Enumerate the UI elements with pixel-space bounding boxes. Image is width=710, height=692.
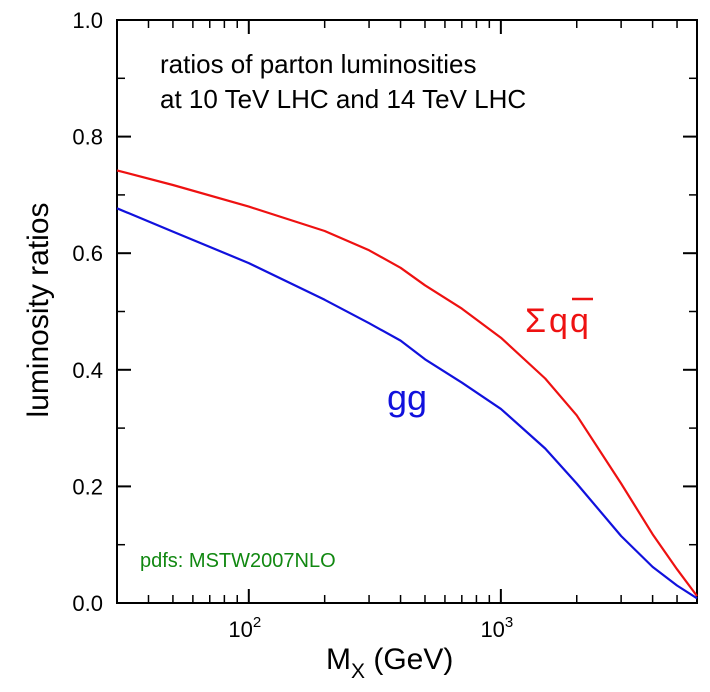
x-axis-label-unit: (GeV): [365, 643, 453, 676]
series-label-qqbar: Σ q q: [525, 297, 593, 340]
y-axis-label: luminosity ratios: [22, 202, 55, 417]
series-line-gg: [116, 207, 698, 600]
y-tick-label: 0.6: [72, 241, 103, 266]
series-label-sigma: Σ: [525, 302, 546, 340]
axis-ticks: [116, 19, 698, 604]
series-label-gg: gg: [387, 377, 427, 418]
x-axis-label: MX (GeV): [326, 643, 453, 683]
x-tick-label: 103: [480, 614, 513, 642]
y-tick-label: 0.4: [72, 358, 103, 383]
x-tick-label: 102: [228, 614, 261, 642]
y-tick-label: 0.8: [72, 125, 103, 150]
annotation-title-line1: ratios of parton luminosities: [160, 49, 476, 79]
series-label-qbar: q: [570, 302, 589, 340]
x-tick-labels: 102 103: [228, 614, 513, 642]
series-line-qqbar: [116, 169, 698, 597]
y-tick-label: 0.2: [72, 474, 103, 499]
annotation-pdfs: pdfs: MSTW2007NLO: [140, 550, 336, 572]
y-tick-label: 1.0: [72, 8, 103, 33]
series-lines: [116, 169, 698, 600]
x-axis-label-main: M: [326, 643, 351, 676]
y-tick-label: 0.0: [72, 591, 103, 616]
series-label-q: q: [549, 302, 568, 340]
annotation-title-line2: at 10 TeV LHC and 14 TeV LHC: [160, 84, 526, 114]
y-tick-labels: 0.0 0.2 0.4 0.6 0.8 1.0: [72, 8, 103, 616]
x-axis-label-sub: X: [351, 660, 365, 683]
